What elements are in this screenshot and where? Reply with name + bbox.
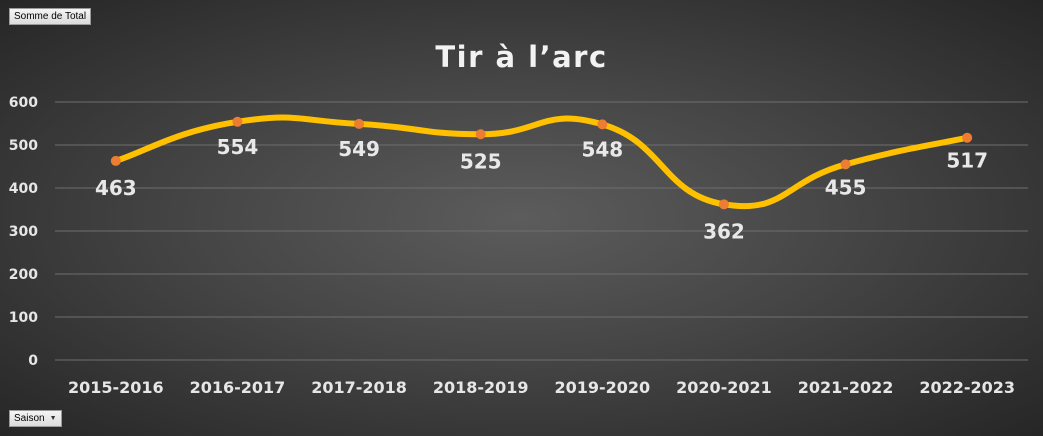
- x-tick-label: 2022-2023: [919, 378, 1015, 397]
- x-tick-label: 2015-2016: [68, 378, 164, 397]
- y-tick-label: 100: [9, 310, 38, 326]
- data-point-marker: [597, 119, 608, 130]
- y-tick-label: 600: [9, 95, 38, 111]
- axis-field-label: Saison: [14, 413, 45, 424]
- value-field-button[interactable]: Somme de Total: [9, 8, 92, 25]
- dropdown-arrow-icon[interactable]: ▼: [49, 415, 57, 422]
- data-label: 548: [581, 137, 623, 161]
- x-tick-label: 2020-2021: [676, 378, 772, 397]
- data-label: 517: [946, 149, 988, 173]
- x-tick-label: 2021-2022: [798, 378, 894, 397]
- y-tick-label: 500: [9, 138, 38, 154]
- data-label: 455: [825, 175, 867, 199]
- data-point-marker: [232, 116, 243, 127]
- y-tick-label: 0: [28, 353, 38, 369]
- data-point-marker: [475, 129, 486, 140]
- data-label: 554: [217, 135, 259, 159]
- x-tick-label: 2018-2019: [433, 378, 529, 397]
- data-point-marker: [718, 199, 729, 210]
- series-markers: [110, 116, 973, 210]
- data-point-marker: [840, 159, 851, 170]
- y-tick-label: 200: [9, 267, 38, 283]
- value-field-label: Somme de Total: [14, 11, 87, 22]
- data-label: 549: [338, 137, 380, 161]
- y-tick-label: 300: [9, 224, 38, 240]
- chart-title: Tir à l’arc: [435, 40, 608, 74]
- data-point-marker: [110, 155, 121, 166]
- y-axis-ticks: 0 100 200 300 400 500 600: [9, 95, 38, 369]
- data-label: 525: [460, 149, 502, 173]
- axis-field-button[interactable]: Saison ▼: [9, 410, 62, 427]
- x-axis-ticks: 2015-2016 2016-2017 2017-2018 2018-2019 2019…: [68, 378, 1015, 397]
- data-point-marker: [354, 118, 365, 129]
- x-tick-label: 2019-2020: [554, 378, 650, 397]
- x-tick-label: 2016-2017: [190, 378, 286, 397]
- gridlines: [55, 101, 1028, 361]
- data-point-marker: [962, 132, 973, 143]
- series-line: [112, 114, 971, 210]
- y-tick-label: 400: [9, 181, 38, 197]
- x-tick-label: 2017-2018: [311, 378, 407, 397]
- data-labels: 463 554 549 525 548 362 455 517: [95, 135, 988, 244]
- data-label: 362: [703, 219, 745, 243]
- data-label: 463: [95, 176, 137, 200]
